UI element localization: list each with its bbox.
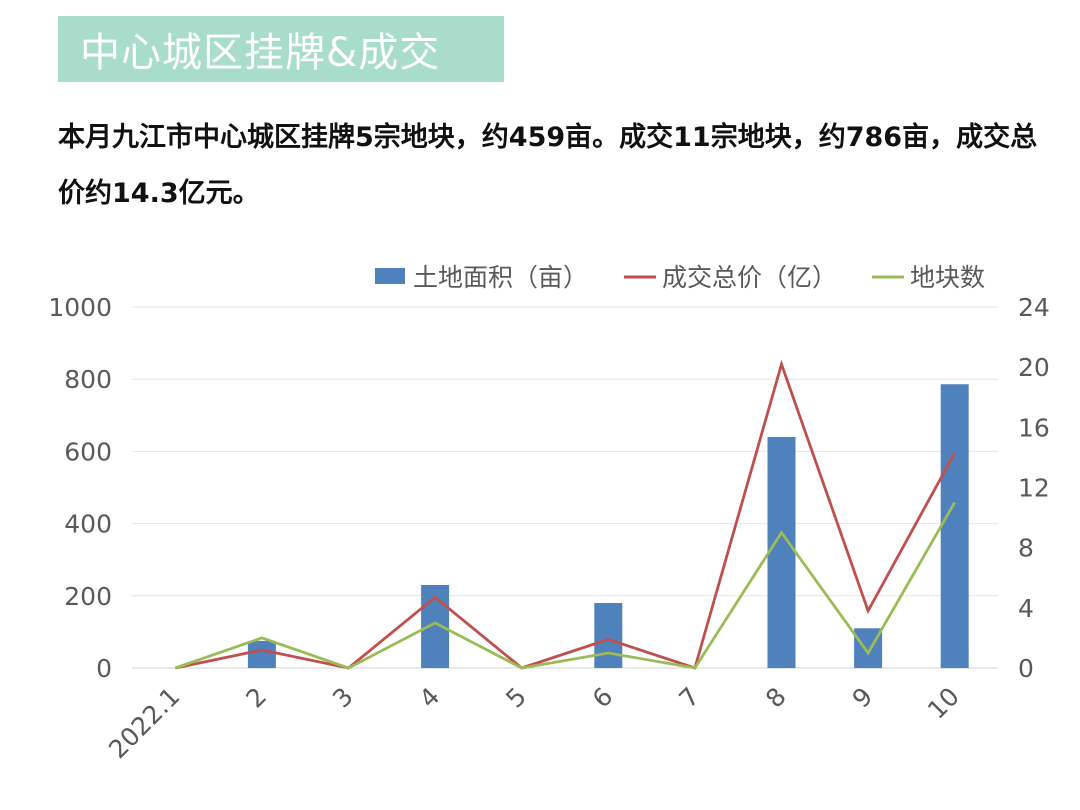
left-axis-tick-label: 1000 (48, 293, 112, 322)
legend-label: 土地面积（亩） (413, 263, 588, 292)
legend-label: 地块数 (910, 263, 985, 292)
x-axis-tick-label: 5 (500, 682, 532, 714)
bar (767, 436, 796, 668)
summary-text: 本月九江市中心城区挂牌5宗地块，约459亩。成交11宗地块，约786亩，成交总价… (58, 122, 1038, 209)
right-axis-tick-label: 8 (1018, 534, 1034, 563)
right-axis-ticks: 0 4 8 12 16 20 24 (1018, 293, 1050, 683)
x-axis-tick-label: 3 (327, 682, 359, 714)
x-axis-tick-label: 9 (847, 682, 879, 714)
left-axis-tick-label: 0 (96, 654, 112, 683)
right-axis-tick-label: 24 (1018, 293, 1050, 322)
grid-lines (132, 306, 998, 669)
bar (247, 640, 276, 668)
right-axis-tick-label: 0 (1018, 654, 1034, 683)
right-axis-tick-label: 12 (1018, 474, 1050, 503)
x-axis-tick-label: 6 (587, 682, 619, 714)
x-axis-tick-label: 2 (240, 682, 272, 714)
x-axis-tick-label: 4 (414, 682, 446, 714)
series-line (174, 501, 956, 670)
bar (594, 603, 623, 668)
left-axis-tick-label: 600 (64, 437, 112, 466)
x-axis-tick-label: 2022.1 (103, 682, 185, 764)
left-axis-tick-label: 800 (64, 365, 112, 394)
bar (940, 384, 969, 668)
left-axis-tick-label: 200 (64, 582, 112, 611)
right-axis-tick-label: 16 (1018, 413, 1050, 442)
series-line (175, 359, 956, 670)
right-axis-tick-label: 20 (1018, 353, 1050, 382)
line-series (174, 359, 956, 670)
left-axis-tick-label: 400 (64, 510, 112, 539)
x-axis-tick-label: 8 (760, 682, 792, 714)
x-axis-tick-label: 10 (922, 682, 965, 725)
bar-series (247, 384, 969, 668)
x-axis-tick-label: 7 (673, 682, 705, 714)
title-banner: 中心城区挂牌&成交 (58, 16, 504, 82)
left-axis-ticks: 0 200 400 600 800 1000 (48, 293, 112, 683)
legend: 土地面积（亩） 成交总价（亿） 地块数 (375, 263, 985, 292)
right-axis-tick-label: 4 (1018, 594, 1034, 623)
legend-swatch (375, 268, 405, 284)
x-axis-ticks: 2022.1 2 3 4 5 6 7 8 9 10 (103, 682, 965, 764)
legend-label: 成交总价（亿） (662, 263, 837, 292)
page-title: 中心城区挂牌&成交 (80, 30, 441, 76)
